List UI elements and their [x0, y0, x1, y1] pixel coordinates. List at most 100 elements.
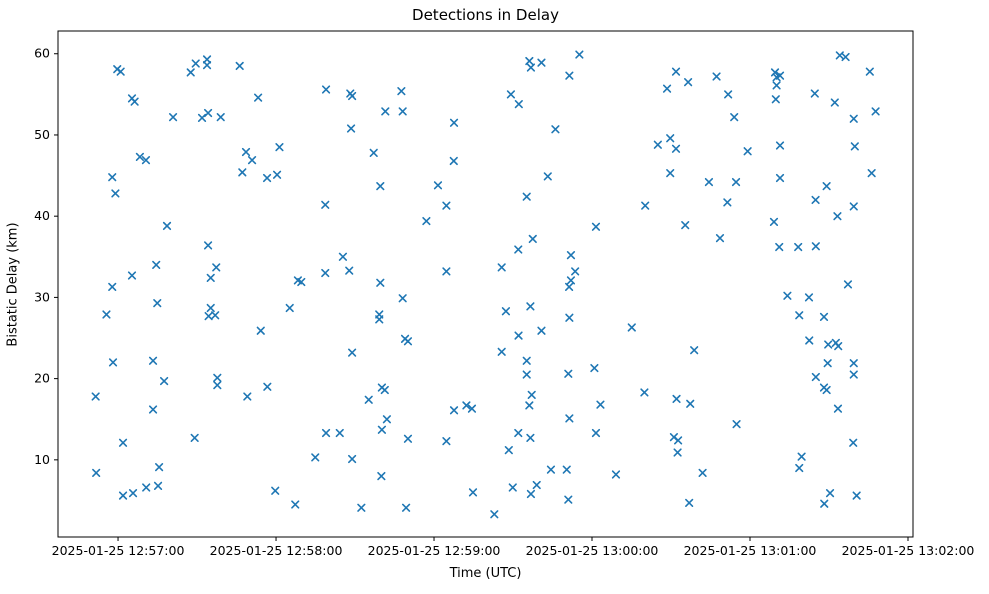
data-point-marker: [311, 453, 320, 462]
data-point-marker: [203, 108, 213, 118]
y-tick-label: 30: [34, 289, 50, 304]
data-point-marker: [723, 198, 732, 207]
data-point-marker: [769, 217, 779, 226]
data-point-marker: [357, 503, 366, 512]
data-point-marker: [442, 201, 451, 210]
data-point-marker: [681, 221, 690, 230]
data-point-marker: [376, 182, 385, 191]
data-point-marker: [152, 260, 161, 270]
data-point-marker: [271, 486, 280, 495]
data-point-marker: [566, 251, 576, 260]
data-point-marker: [671, 67, 681, 76]
data-point-marker: [155, 463, 164, 472]
data-point-marker: [514, 99, 523, 109]
data-point-marker: [345, 266, 354, 275]
data-point-marker: [732, 420, 741, 429]
y-axis-label: Bistatic Delay (km): [5, 222, 21, 347]
data-point-marker: [213, 373, 222, 382]
data-point-marker: [190, 433, 199, 443]
data-point-marker: [712, 72, 721, 81]
data-point-marker: [772, 81, 781, 90]
data-point-marker: [596, 400, 605, 409]
data-point-marker: [865, 67, 874, 76]
data-point-marker: [565, 282, 574, 291]
data-point-marker: [111, 189, 120, 198]
data-point-marker: [497, 347, 506, 356]
data-point-marker: [422, 216, 431, 226]
data-point-marker: [186, 68, 195, 77]
data-point-marker: [160, 376, 169, 386]
data-point-marker: [867, 169, 876, 178]
data-point-marker: [772, 73, 781, 82]
x-tick-label: 2025-01-25 13:00:00: [526, 543, 659, 558]
data-point-marker: [291, 500, 300, 509]
data-point-marker: [532, 480, 541, 490]
data-point-marker: [116, 67, 125, 76]
data-point-marker: [202, 61, 212, 70]
data-point-marker: [497, 263, 506, 272]
data-point-marker: [686, 399, 695, 408]
data-point-marker: [135, 152, 144, 161]
data-point-marker: [467, 404, 477, 413]
data-point-marker: [849, 359, 858, 368]
data-point-marker: [243, 392, 252, 401]
x-tick-label: 2025-01-25 12:59:00: [368, 543, 501, 558]
data-point-marker: [449, 406, 459, 415]
data-point-marker: [506, 90, 516, 99]
data-point-marker: [823, 359, 832, 368]
data-point-marker: [514, 245, 523, 254]
data-point-marker: [398, 294, 407, 303]
data-point-marker: [92, 468, 101, 477]
x-tick-label: 2025-01-25 13:02:00: [842, 543, 975, 558]
data-point-marker: [551, 125, 560, 134]
data-point-marker: [684, 78, 693, 87]
data-point-marker: [698, 468, 707, 477]
data-point-marker: [127, 271, 137, 280]
data-point-marker: [402, 503, 411, 512]
data-point-marker: [369, 148, 378, 157]
data-point-marker: [833, 404, 843, 413]
data-point-marker: [102, 310, 111, 319]
data-point-marker: [118, 491, 128, 500]
data-point-marker: [775, 173, 785, 183]
data-point-marker: [433, 181, 443, 190]
data-point-marker: [128, 489, 138, 498]
data-point-marker: [235, 61, 244, 71]
data-point-marker: [130, 97, 139, 106]
y-tick-label: 40: [34, 208, 50, 223]
data-point-marker: [335, 428, 344, 438]
data-point-marker: [148, 405, 158, 414]
data-point-marker: [811, 372, 820, 382]
chart-title: Detections in Delay: [412, 6, 559, 24]
data-point-marker: [108, 173, 117, 182]
data-point-marker: [743, 147, 752, 156]
data-point-marker: [834, 342, 843, 351]
data-point-marker: [382, 415, 391, 424]
data-point-marker: [526, 489, 536, 499]
data-point-marker: [564, 369, 573, 378]
data-point-marker: [822, 385, 831, 395]
data-point-marker: [571, 267, 580, 276]
data-point-marker: [666, 169, 675, 178]
data-point-marker: [108, 282, 117, 291]
data-point-marker: [142, 483, 151, 492]
data-point-marker: [241, 147, 251, 157]
data-point-marker: [771, 95, 780, 104]
data-point-marker: [666, 134, 675, 143]
data-point-marker: [525, 56, 534, 66]
data-point-marker: [468, 488, 478, 497]
data-point-marker: [397, 87, 406, 96]
data-point-marker: [522, 192, 531, 201]
data-point-marker: [849, 370, 858, 379]
data-point-marker: [254, 93, 263, 102]
data-point-marker: [849, 202, 858, 211]
data-point-marker: [526, 433, 535, 443]
data-point-marker: [794, 242, 803, 252]
data-point-marker: [671, 144, 681, 153]
data-point-marker: [591, 222, 601, 231]
data-point-marker: [526, 63, 536, 72]
data-point-marker: [211, 311, 220, 320]
data-point-marker: [871, 107, 880, 116]
data-point-marker: [206, 303, 215, 313]
